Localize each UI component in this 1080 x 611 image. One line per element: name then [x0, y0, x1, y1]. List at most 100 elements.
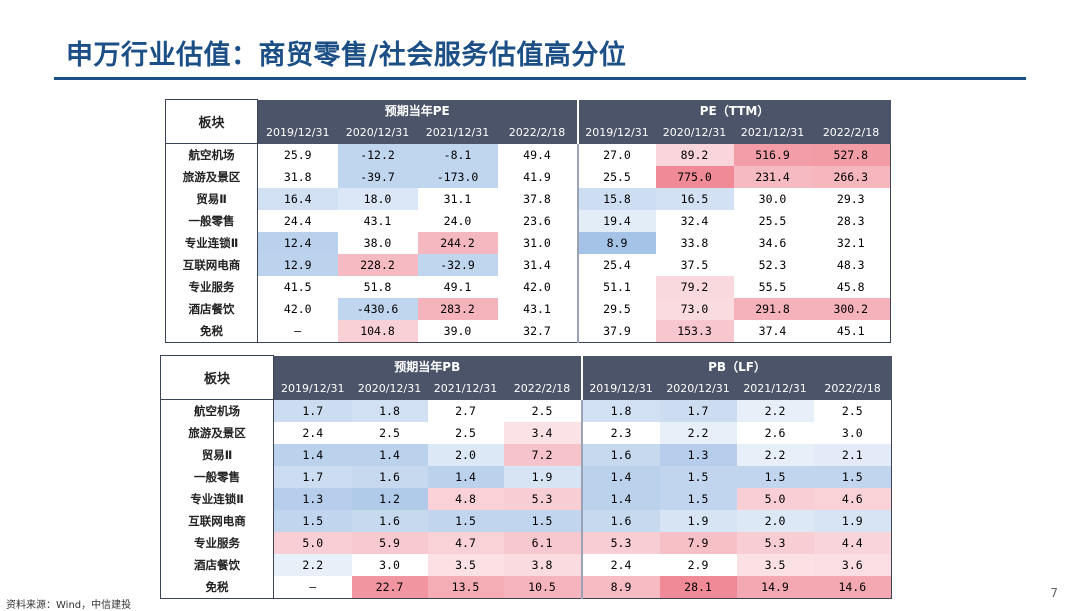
- value-cell: 25.5: [576, 166, 656, 188]
- table-row: 一般零售 1.7 1.6 1.4 1.9 1.4 1.5 1.5 1.5: [160, 466, 893, 488]
- value-cell: 41.5: [257, 276, 338, 298]
- value-cell: 2.2: [273, 554, 352, 576]
- sector-label: 互联网电商: [165, 254, 258, 276]
- value-cell: -8.1: [417, 143, 498, 166]
- value-cell: 2.5: [503, 399, 582, 422]
- value-cell: 49.4: [497, 143, 578, 166]
- value-cell: 1.8: [351, 399, 428, 422]
- sector-label: 专业连锁Ⅱ: [165, 232, 258, 254]
- value-cell: 43.1: [337, 210, 418, 232]
- value-cell: 775.0: [655, 166, 734, 188]
- value-cell: 25.4: [576, 254, 656, 276]
- table-row: 航空机场 1.7 1.8 2.7 2.5 1.8 1.7 2.2 2.5: [160, 399, 893, 422]
- date-header: 2021/12/31: [417, 121, 498, 144]
- date-header: 2020/12/31: [655, 121, 734, 144]
- value-cell: 3.5: [427, 554, 504, 576]
- value-cell: 2.9: [659, 554, 737, 576]
- value-cell: -430.6: [337, 298, 418, 320]
- value-cell: 3.4: [503, 422, 582, 444]
- value-cell: 12.9: [257, 254, 338, 276]
- value-cell: 7.2: [503, 444, 582, 466]
- value-cell: 52.3: [733, 254, 812, 276]
- value-cell: 25.9: [257, 143, 338, 166]
- value-cell: 104.8: [337, 320, 418, 343]
- value-cell: 2.5: [351, 422, 428, 444]
- sector-label: 旅游及景区: [160, 422, 274, 444]
- sector-label: 一般零售: [165, 210, 258, 232]
- value-cell: 516.9: [733, 143, 812, 166]
- value-cell: 24.4: [257, 210, 338, 232]
- date-header: 2022/2/18: [503, 377, 582, 400]
- value-cell: 1.7: [659, 399, 737, 422]
- sector-label: 航空机场: [165, 143, 258, 166]
- value-cell: –: [273, 576, 352, 599]
- value-cell: 2.0: [736, 510, 814, 532]
- sector-label: 专业服务: [165, 276, 258, 298]
- value-cell: 1.6: [580, 444, 660, 466]
- value-cell: -173.0: [417, 166, 498, 188]
- value-cell: 3.0: [813, 422, 893, 444]
- value-cell: 1.9: [659, 510, 737, 532]
- value-cell: 31.4: [497, 254, 578, 276]
- group-header-pe-ttm: PE（TTM）: [576, 99, 891, 122]
- value-cell: 27.0: [576, 143, 656, 166]
- value-cell: 1.5: [427, 510, 504, 532]
- table-row: 专业服务 5.0 5.9 4.7 6.1 5.3 7.9 5.3 4.4: [160, 532, 893, 554]
- value-cell: 2.2: [736, 399, 814, 422]
- value-cell: 291.8: [733, 298, 812, 320]
- value-cell: 2.5: [427, 422, 504, 444]
- value-cell: 14.9: [736, 576, 814, 599]
- value-cell: 2.6: [736, 422, 814, 444]
- table-row: 免税 –104.8 39.0 32.7 37.9 153.3 37.4 45.1: [165, 320, 892, 343]
- value-cell: 14.6: [813, 576, 893, 599]
- sector-label: 贸易Ⅱ: [160, 444, 274, 466]
- value-cell: 2.1: [813, 444, 893, 466]
- value-cell: -12.2: [337, 143, 418, 166]
- sector-label: 贸易Ⅱ: [165, 188, 258, 210]
- value-cell: 32.1: [811, 232, 892, 254]
- table-row: 贸易Ⅱ 1.4 1.4 2.0 7.2 1.6 1.3 2.2 2.1: [160, 444, 893, 466]
- table-row: 一般零售 24.4 43.1 24.0 23.6 19.4 32.4 25.5 28.3: [165, 210, 892, 232]
- value-cell: 1.2: [351, 488, 428, 510]
- date-header: 2019/12/31: [576, 121, 656, 144]
- value-cell: 2.3: [580, 422, 660, 444]
- date-header: 2022/2/18: [813, 377, 892, 400]
- value-cell: 22.7: [351, 576, 428, 599]
- value-cell: 55.5: [733, 276, 812, 298]
- value-cell: 25.5: [733, 210, 812, 232]
- value-cell: 33.8: [655, 232, 734, 254]
- value-cell: 300.2: [811, 298, 892, 320]
- sector-label: 酒店餐饮: [160, 554, 274, 576]
- value-cell: 79.2: [655, 276, 734, 298]
- value-cell: 3.0: [351, 554, 428, 576]
- value-cell: 42.0: [497, 276, 578, 298]
- value-cell: 1.5: [273, 510, 352, 532]
- value-cell: 1.7: [273, 466, 352, 488]
- value-cell: 51.8: [337, 276, 418, 298]
- value-cell: 1.5: [659, 488, 737, 510]
- value-cell: 29.5: [576, 298, 656, 320]
- value-cell: 37.5: [655, 254, 734, 276]
- value-cell: 527.8: [811, 143, 892, 166]
- value-cell: 1.5: [503, 510, 582, 532]
- table-row: 酒店餐饮 42.0 -430.6 283.2 43.1 29.5 73.0 291.8 300.…: [165, 298, 892, 320]
- value-cell: 1.4: [351, 444, 428, 466]
- sector-label: 互联网电商: [160, 510, 274, 532]
- value-cell: 19.4: [576, 210, 656, 232]
- value-cell: 2.2: [659, 422, 737, 444]
- value-cell: 29.3: [811, 188, 892, 210]
- value-cell: 2.5: [813, 399, 893, 422]
- value-cell: 5.3: [736, 532, 814, 554]
- value-cell: 37.9: [576, 320, 656, 343]
- value-cell: 24.0: [417, 210, 498, 232]
- table-row: 专业服务 41.5 51.8 49.1 42.0 51.1 79.2 55.5 45.8: [165, 276, 892, 298]
- value-cell: 34.6: [733, 232, 812, 254]
- value-cell: 1.3: [659, 444, 737, 466]
- value-cell: 41.9: [497, 166, 578, 188]
- value-cell: 228.2: [337, 254, 418, 276]
- value-cell: 4.6: [813, 488, 893, 510]
- table-row: 免税 –22.7 13.5 10.5 8.9 28.1 14.9 14.6: [160, 576, 893, 599]
- value-cell: 73.0: [655, 298, 734, 320]
- sector-label: 专业服务: [160, 532, 274, 554]
- table-row: 航空机场 25.9 -12.2 -8.1 49.4 27.0 89.2 516.9 527.8: [165, 143, 892, 166]
